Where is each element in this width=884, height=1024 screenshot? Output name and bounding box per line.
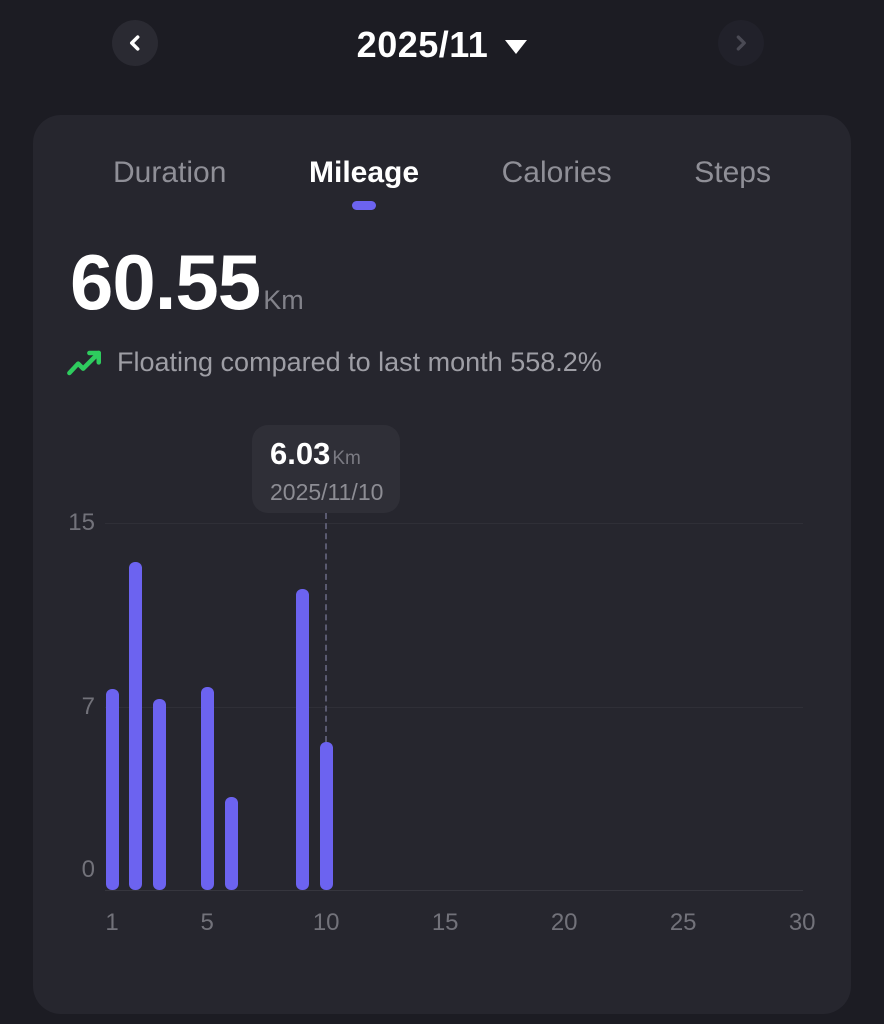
chevron-right-icon: [736, 35, 746, 51]
trend-comparison: Floating compared to last month 558.2%: [66, 347, 602, 378]
total-mileage-unit: Km: [263, 285, 304, 315]
x-axis-label-10: 10: [312, 909, 340, 936]
tab-mileage-label: Mileage: [309, 156, 420, 189]
gridline-0: [105, 890, 803, 891]
bar-day-6[interactable]: [224, 797, 238, 890]
y-axis-label-15: 15: [68, 509, 95, 536]
month-selector[interactable]: 2025/11: [0, 0, 884, 90]
stats-card: Duration Mileage Calories Steps 60.55 Km…: [33, 115, 851, 1014]
tooltip-unit: Km: [332, 448, 361, 469]
trend-text: Floating compared to last month 558.2%: [117, 347, 602, 377]
mileage-bar-chart: 6.03 Km 2025/11/10 0 7 15 1 5 10 15 20 25 30: [33, 115, 851, 1014]
previous-month-button[interactable]: [112, 20, 158, 66]
x-axis-label-1: 1: [105, 909, 119, 936]
monthly-total: 60.55 Km: [70, 243, 304, 321]
metric-tabs: Duration Mileage Calories Steps: [33, 155, 851, 210]
chart-tooltip: 6.03 Km 2025/11/10: [252, 425, 400, 513]
y-axis-label-0: 0: [81, 856, 95, 883]
trending-up-icon: [67, 350, 101, 375]
caret-down-icon: [505, 40, 528, 54]
tooltip-value: 6.03: [270, 436, 331, 471]
x-axis-label-15: 15: [431, 909, 459, 936]
active-tab-indicator: [352, 201, 377, 210]
total-mileage-value: 60.55: [70, 238, 261, 326]
gridline-7: [105, 706, 803, 708]
bar-day-3[interactable]: [153, 699, 167, 890]
month-navigation-header: 2025/11: [0, 0, 884, 90]
tooltip-date: 2025/11/10: [270, 479, 384, 506]
x-axis-label-30: 30: [788, 909, 816, 936]
bar-day-10[interactable]: [319, 742, 333, 890]
x-axis-label-25: 25: [669, 909, 697, 936]
x-axis-label-5: 5: [200, 909, 214, 936]
bar-day-9[interactable]: [295, 589, 309, 890]
month-label: 2025/11: [356, 24, 489, 65]
x-axis-label-20: 20: [550, 909, 578, 936]
gridline-15: [105, 523, 803, 524]
tooltip-value-row: 6.03 Km: [270, 436, 400, 471]
selected-day-indicator-line: [325, 513, 328, 743]
tab-calories[interactable]: Calories: [501, 156, 612, 189]
bar-day-5[interactable]: [200, 686, 214, 890]
chevron-left-icon: [130, 35, 140, 51]
next-month-button[interactable]: [718, 20, 764, 66]
tab-mileage[interactable]: Mileage: [309, 155, 420, 210]
tab-steps[interactable]: Steps: [694, 156, 771, 189]
bar-day-2[interactable]: [129, 562, 143, 890]
y-axis-label-7: 7: [81, 692, 95, 720]
tab-duration[interactable]: Duration: [113, 156, 227, 189]
bar-day-1[interactable]: [105, 689, 119, 890]
